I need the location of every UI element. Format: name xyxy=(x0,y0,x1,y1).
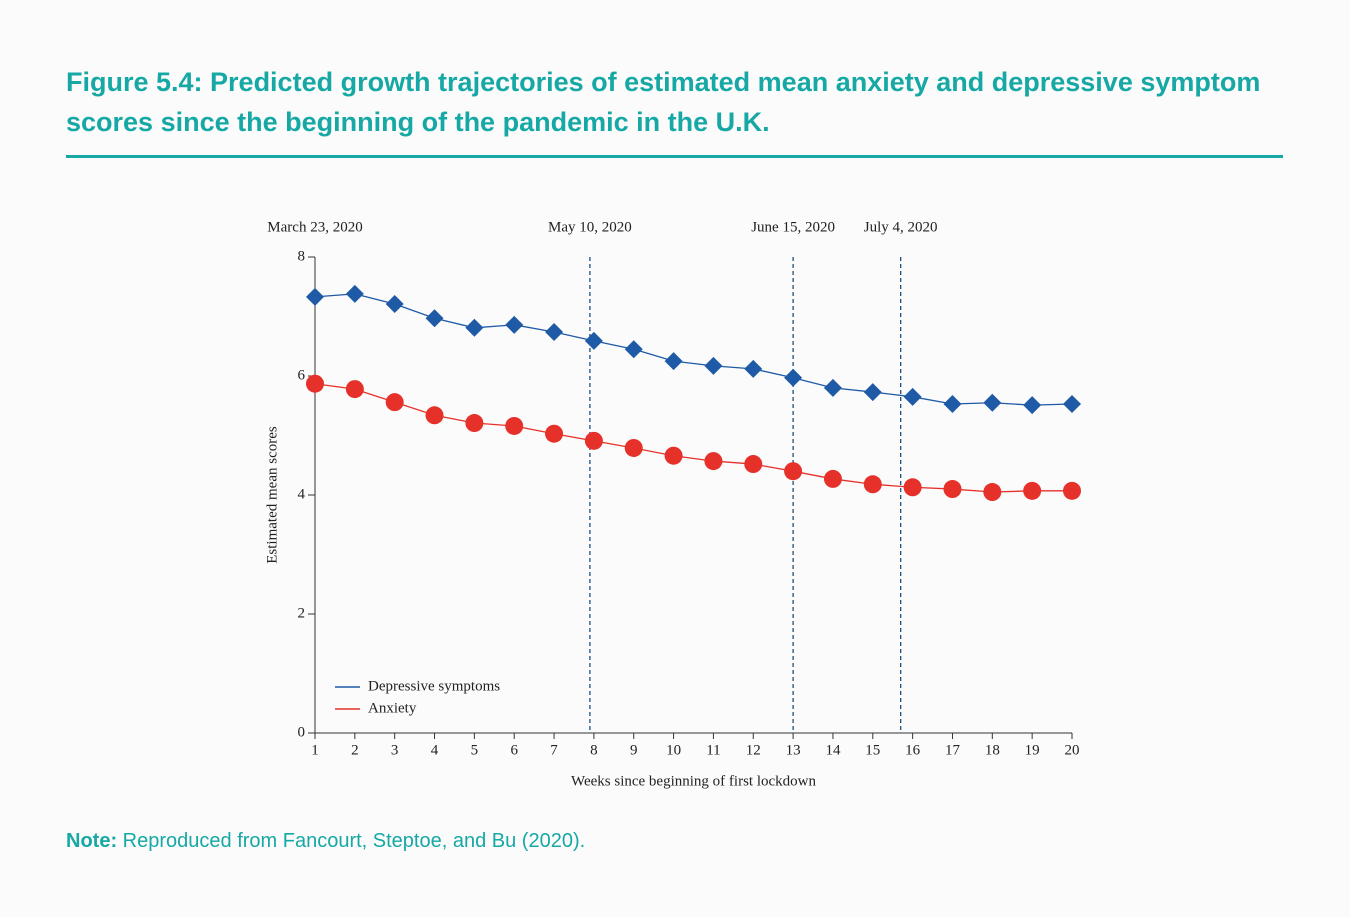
point xyxy=(425,309,444,328)
point xyxy=(744,359,763,378)
chart-title: Figure 5.4: Predicted growth trajectorie… xyxy=(66,67,1261,137)
point xyxy=(624,438,643,457)
point xyxy=(505,315,524,334)
point xyxy=(306,287,324,306)
point xyxy=(624,340,643,359)
point xyxy=(425,406,444,425)
event-label: July 4, 2020 xyxy=(864,219,938,235)
x-tick-label: 15 xyxy=(865,742,880,758)
x-tick-label: 5 xyxy=(471,742,479,758)
point xyxy=(345,380,364,399)
y-tick-label: 2 xyxy=(298,605,306,621)
x-tick-label: 20 xyxy=(1065,742,1080,758)
y-axis-label: Estimated mean scores xyxy=(264,426,280,564)
x-tick-label: 11 xyxy=(706,742,720,758)
point xyxy=(584,331,603,350)
event-label: May 10, 2020 xyxy=(548,219,632,235)
point xyxy=(704,452,723,471)
x-tick-label: 16 xyxy=(905,742,921,758)
point xyxy=(505,416,524,435)
point xyxy=(983,483,1002,502)
x-tick-label: 19 xyxy=(1025,742,1040,758)
x-tick-label: 14 xyxy=(825,742,841,758)
legend-label: Anxiety xyxy=(368,700,417,716)
x-tick-label: 17 xyxy=(945,742,961,758)
point xyxy=(584,431,603,450)
x-tick-label: 12 xyxy=(746,742,761,758)
point xyxy=(385,393,404,412)
point xyxy=(863,475,882,494)
point xyxy=(664,352,683,371)
point xyxy=(784,368,803,387)
event-label: June 15, 2020 xyxy=(751,219,835,235)
point xyxy=(545,424,564,443)
point xyxy=(306,374,324,393)
point xyxy=(1063,394,1081,413)
x-tick-label: 18 xyxy=(985,742,1000,758)
point xyxy=(863,383,882,402)
series-line xyxy=(314,293,1073,406)
x-tick-label: 7 xyxy=(550,742,558,758)
point xyxy=(545,322,564,341)
event-label: March 23, 2020 xyxy=(267,219,362,235)
x-tick-label: 6 xyxy=(510,742,518,758)
point xyxy=(385,295,404,314)
y-tick-label: 4 xyxy=(298,486,306,502)
point xyxy=(1063,481,1081,500)
x-tick-label: 10 xyxy=(666,742,681,758)
point xyxy=(943,394,962,413)
x-axis-label: Weeks since beginning of first lockdown xyxy=(571,773,816,789)
point xyxy=(903,478,922,497)
point xyxy=(664,446,683,465)
point xyxy=(465,414,484,433)
y-tick-label: 8 xyxy=(298,248,306,264)
y-tick-label: 0 xyxy=(298,724,306,740)
point xyxy=(823,378,842,397)
x-tick-label: 2 xyxy=(351,742,359,758)
point xyxy=(1023,481,1042,500)
point xyxy=(1023,396,1042,415)
point xyxy=(784,462,803,481)
x-tick-label: 8 xyxy=(590,742,598,758)
x-tick-label: 4 xyxy=(431,742,439,758)
point xyxy=(704,356,723,375)
x-tick-label: 3 xyxy=(391,742,399,758)
point xyxy=(903,387,922,406)
point xyxy=(345,284,364,303)
x-tick-label: 9 xyxy=(630,742,638,758)
x-tick-label: 1 xyxy=(311,742,319,758)
note: Note: Reproduced from Fancourt, Steptoe,… xyxy=(66,830,585,853)
point xyxy=(943,480,962,499)
point xyxy=(744,455,763,474)
series-line xyxy=(314,383,1072,493)
point xyxy=(983,393,1002,412)
point xyxy=(465,318,484,337)
legend-label: Depressive symptoms xyxy=(368,678,500,694)
x-tick-label: 13 xyxy=(786,742,801,758)
note-label: Note: xyxy=(66,830,118,852)
y-tick-label: 6 xyxy=(298,367,306,383)
point xyxy=(823,469,842,488)
note-text: Reproduced from Fancourt, Steptoe, and B… xyxy=(122,830,586,852)
title-rule xyxy=(66,155,1283,158)
